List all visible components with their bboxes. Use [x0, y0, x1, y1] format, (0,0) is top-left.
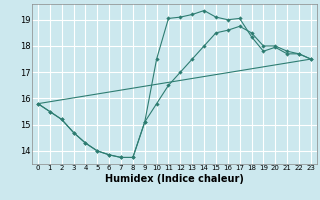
X-axis label: Humidex (Indice chaleur): Humidex (Indice chaleur) — [105, 174, 244, 184]
